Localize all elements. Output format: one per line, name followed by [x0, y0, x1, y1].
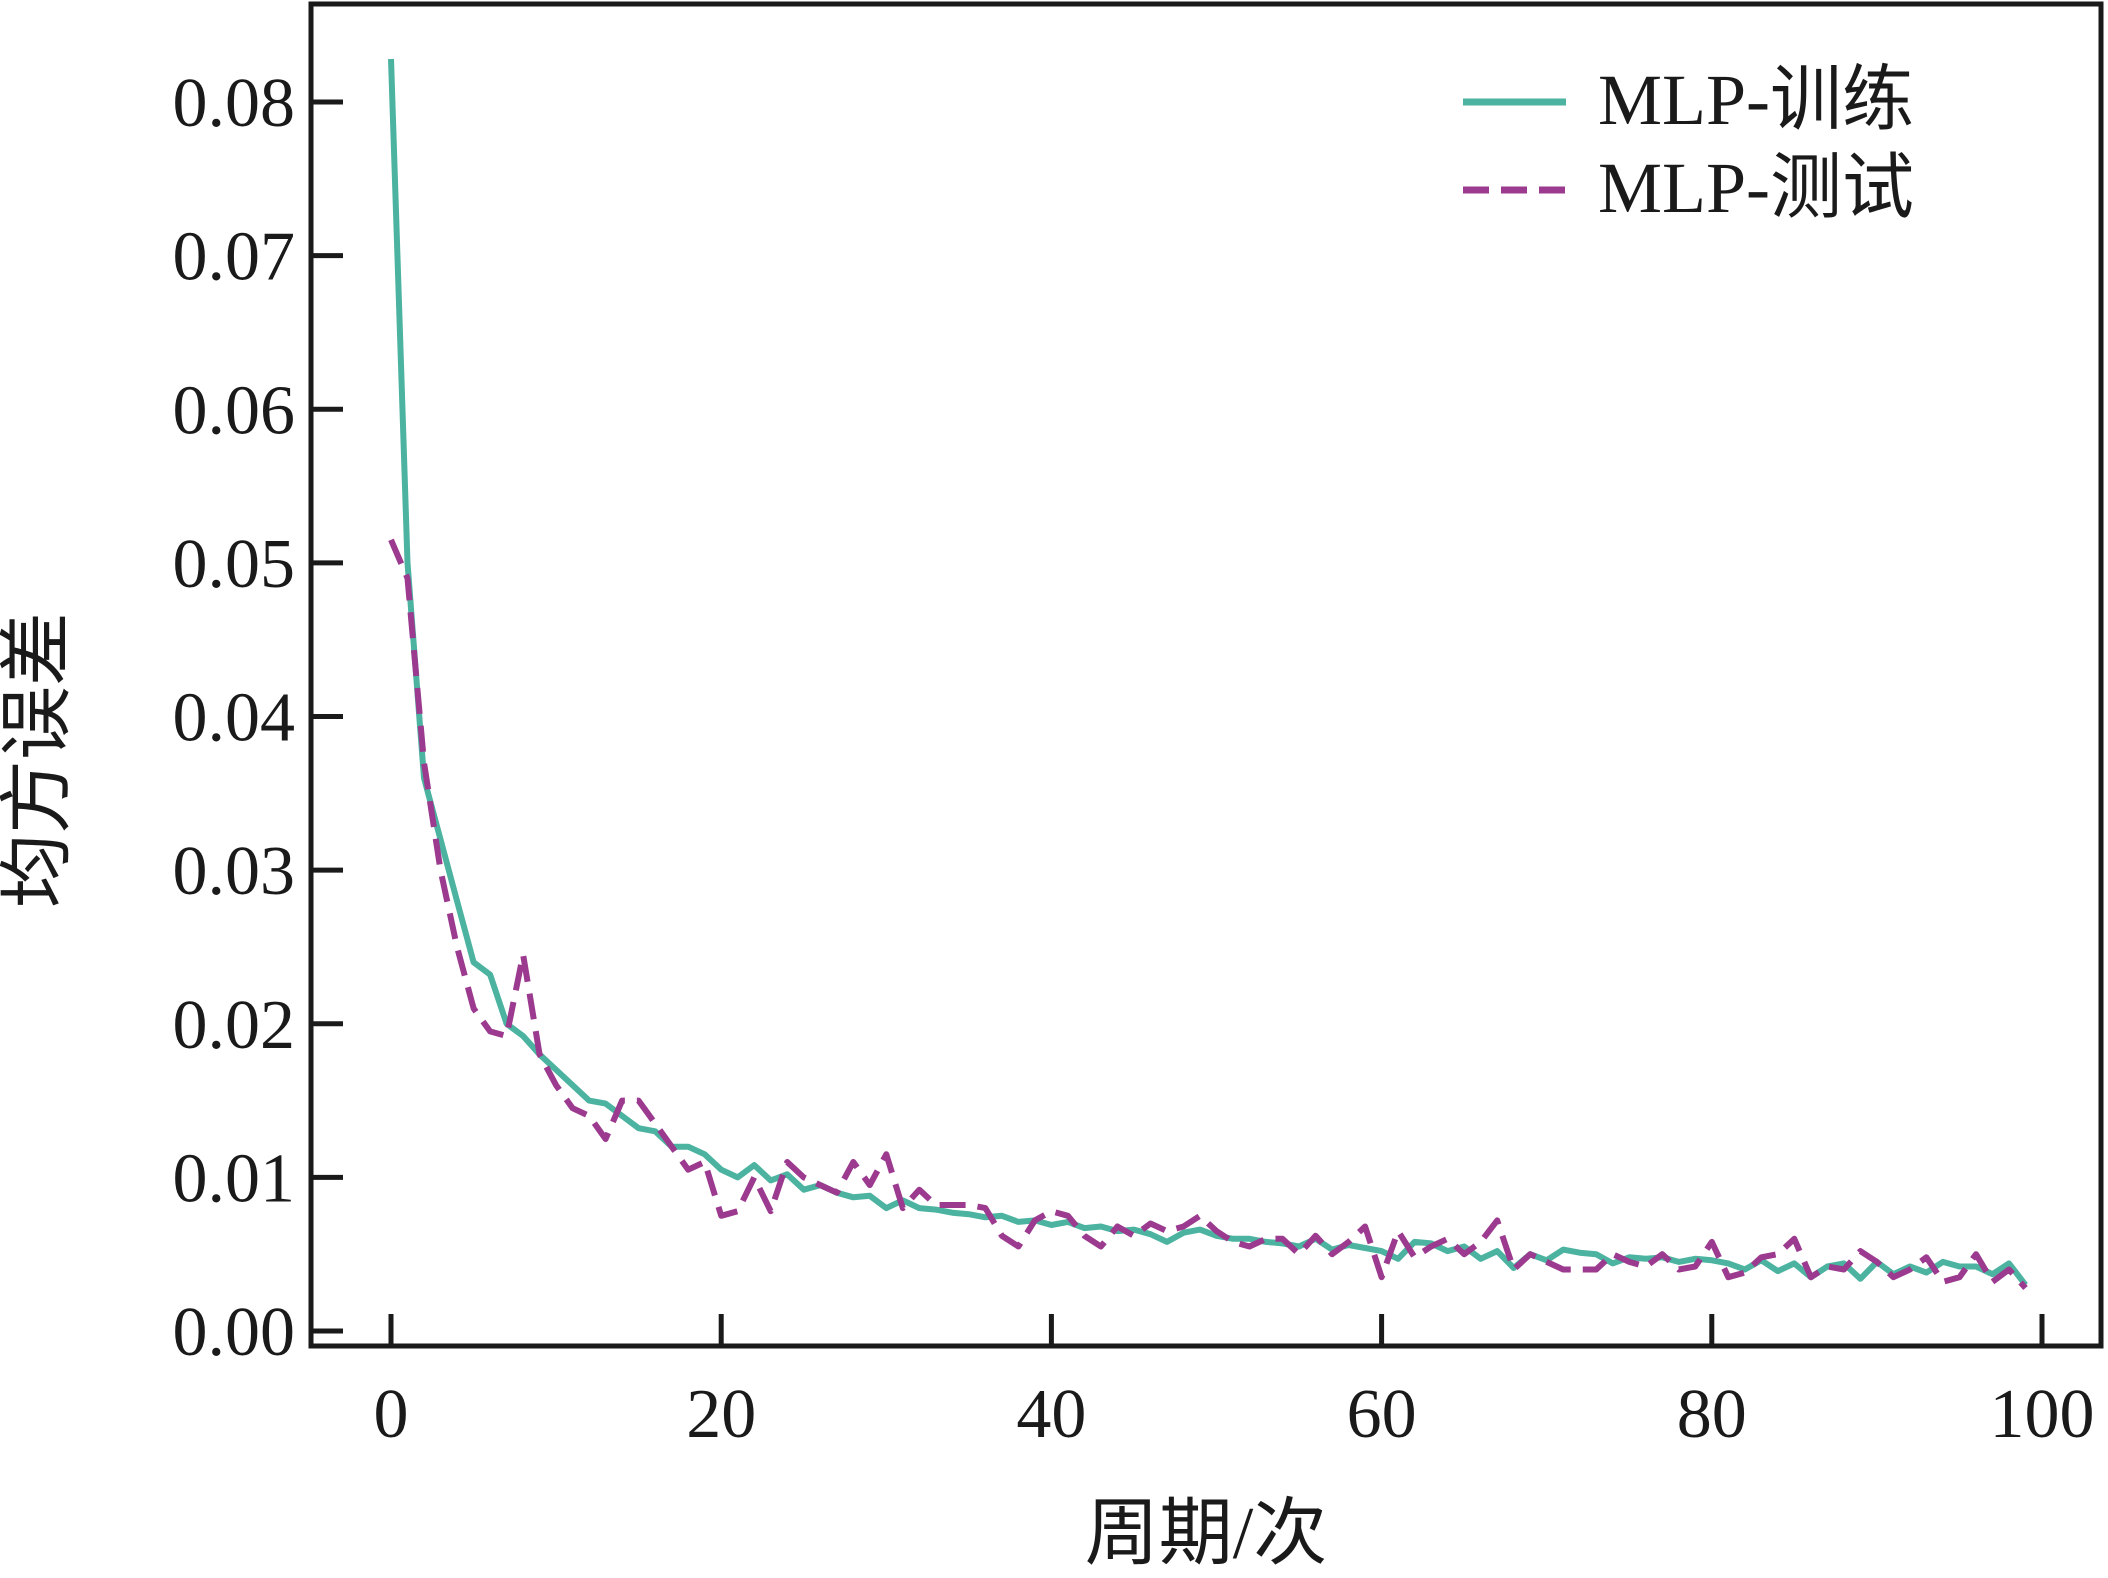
series-lines: [388, 58, 2028, 1290]
x-tick-label: 20: [686, 1376, 756, 1453]
legend-label-test: MLP-测试: [1598, 148, 1914, 228]
x-axis-label: 周期/次: [1085, 1493, 1328, 1573]
y-tick-label: 0.04: [173, 680, 296, 757]
y-tick-label: 0.00: [173, 1294, 296, 1371]
legend-label-train: MLP-训练: [1598, 60, 1914, 140]
x-tick-label: 100: [1990, 1376, 2095, 1453]
x-axis: 0 20 40 60 80 100: [374, 1314, 2095, 1453]
x-tick-label: 40: [1016, 1376, 1086, 1453]
test-series-line: [388, 538, 2028, 1290]
y-tick-label: 0.02: [173, 987, 296, 1064]
y-axis-label: 均方误差: [0, 612, 79, 908]
y-tick-label: 0.01: [173, 1140, 296, 1217]
y-tick-label: 0.06: [173, 372, 296, 449]
plot-frame: [308, 1, 2104, 1349]
y-tick-label: 0.03: [173, 833, 296, 910]
y-tick-label: 0.07: [173, 219, 296, 296]
y-tick-label: 0.05: [173, 526, 296, 603]
x-tick-label: 0: [374, 1376, 409, 1453]
y-axis: 0.00 0.01 0.02 0.03 0.04 0.05 0.06 0.07 0.08: [173, 65, 343, 1371]
legend: MLP-训练 MLP-测试: [1463, 60, 1914, 228]
y-tick-label: 0.08: [173, 65, 296, 142]
train-series-line: [388, 58, 2028, 1287]
x-tick-label: 80: [1677, 1376, 1747, 1453]
x-tick-label: 60: [1347, 1376, 1417, 1453]
